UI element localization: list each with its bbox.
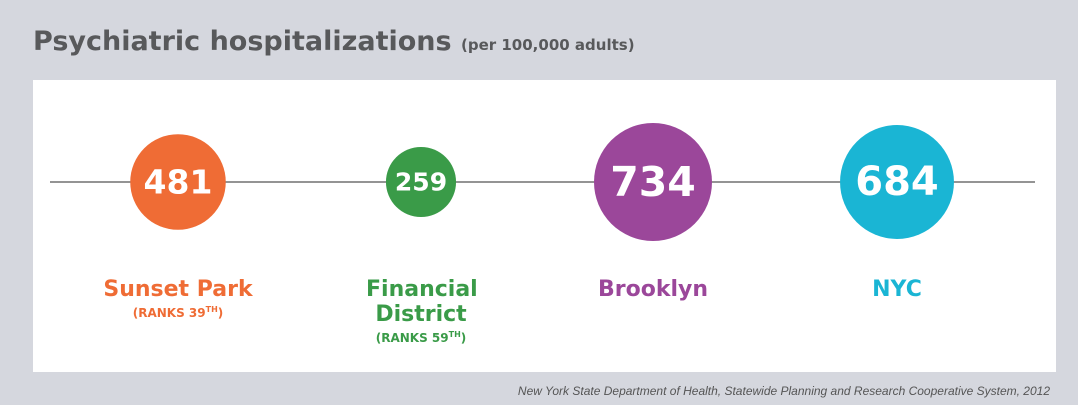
source: New York State Department of Health, Sta… xyxy=(517,384,1050,398)
category-name: Financial District xyxy=(366,277,478,327)
rank-suffix: TH xyxy=(448,330,461,339)
category-label: Brooklyn xyxy=(573,277,733,302)
bubble xyxy=(840,125,954,239)
bubble xyxy=(594,123,712,241)
bubble xyxy=(385,146,457,218)
category-name: Brooklyn xyxy=(597,277,709,302)
chart-title: Psychiatric hospitalizations xyxy=(33,26,452,57)
chart-subtitle: (per 100,000 adults) xyxy=(460,36,635,54)
rank-label: (RANKS 59TH) xyxy=(366,327,476,346)
category-name: Sunset Park xyxy=(103,277,253,302)
category-label: NYC xyxy=(817,277,977,302)
value-label: 481 xyxy=(144,163,213,202)
rank-text: (RANKS 39 xyxy=(132,306,206,320)
category-label: Financial District (RANKS 59TH) xyxy=(366,277,478,346)
title-block: Psychiatric hospitalizations (per 100,00… xyxy=(33,26,635,57)
category-label: Sunset Park (RANKS 39TH) xyxy=(98,277,258,321)
value-label: 734 xyxy=(610,158,696,206)
rank-close: ) xyxy=(460,331,467,345)
rank-suffix: TH xyxy=(205,305,218,314)
value-label: 259 xyxy=(395,168,447,197)
rank-label: (RANKS 39TH) xyxy=(98,302,258,321)
rank-text: (RANKS 59 xyxy=(375,331,449,345)
rank-close: ) xyxy=(217,306,224,320)
bubble xyxy=(130,134,226,230)
category-name: NYC xyxy=(872,277,922,302)
value-label: 684 xyxy=(855,159,939,205)
